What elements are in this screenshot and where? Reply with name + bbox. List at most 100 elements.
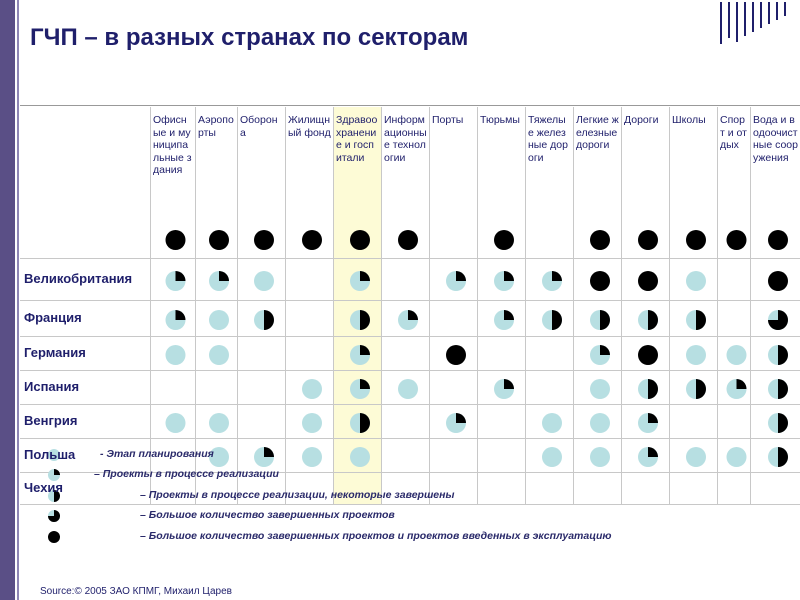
- stage-bubble: [165, 271, 186, 291]
- legend-label: – Большое количество завершенных проекто…: [140, 509, 395, 521]
- stage-bubble: [446, 271, 466, 291]
- stage-bubble: [590, 413, 610, 433]
- stage-bubble: [165, 345, 186, 365]
- stage-bubble: [768, 413, 788, 433]
- overview-bubble: [350, 230, 370, 250]
- overview-bubble: [686, 230, 706, 250]
- stage-bubble: [350, 345, 370, 365]
- stage-bubble: [350, 447, 370, 467]
- left-frame-bar: [0, 0, 15, 600]
- kpmg-logo: [716, 2, 796, 44]
- stage-bubble: [302, 379, 322, 399]
- stage-bubble: [726, 447, 747, 467]
- stage-bubble: [686, 310, 706, 330]
- overview-bubble: [638, 230, 658, 250]
- stage-bubble: [542, 447, 562, 467]
- overview-bubble: [590, 230, 610, 250]
- country-label: Франция: [24, 310, 82, 325]
- stage-bubble: [638, 271, 658, 291]
- stage-bubble: [165, 413, 186, 433]
- page-title: ГЧП – в разных странах по секторам: [30, 24, 469, 51]
- column-header: Здравоохранение и госпитали: [336, 114, 378, 164]
- legend-icon: [48, 490, 60, 502]
- stage-bubble: [302, 413, 322, 433]
- stage-bubble: [542, 310, 562, 330]
- legend-label: - Этап планирования: [100, 448, 214, 460]
- stage-bubble: [209, 447, 229, 467]
- column-header: Спорт и отдых: [720, 114, 747, 151]
- stage-bubble: [302, 447, 322, 467]
- legend-icon: [48, 510, 60, 522]
- stage-bubble: [768, 345, 788, 365]
- stage-bubble: [398, 310, 418, 330]
- stage-bubble: [638, 447, 658, 467]
- stage-bubble: [590, 310, 610, 330]
- legend-label: – Большое количество завершенных проекто…: [140, 530, 612, 542]
- stage-bubble: [350, 271, 370, 291]
- column-header: Тюрьмы: [480, 114, 520, 126]
- country-label: Испания: [24, 379, 80, 394]
- stage-bubble: [638, 413, 658, 433]
- stage-bubble: [590, 379, 610, 399]
- stage-bubble: [494, 379, 514, 399]
- legend-label: – Проекты в процессе реализации: [94, 468, 279, 480]
- legend-icon: [48, 449, 60, 461]
- stage-bubble: [350, 379, 370, 399]
- overview-bubble: [768, 230, 788, 250]
- stage-bubble: [209, 345, 229, 365]
- stage-bubble: [254, 447, 274, 467]
- country-label: Германия: [24, 345, 86, 360]
- title-separator: [20, 105, 800, 106]
- country-label: Польша: [24, 447, 76, 462]
- column-header: Тяжелые железные дороги: [528, 114, 568, 164]
- stage-bubble: [638, 310, 658, 330]
- overview-bubble: [302, 230, 322, 250]
- stage-bubble: [590, 345, 610, 365]
- stage-bubble: [494, 271, 514, 291]
- left-frame-line: [17, 0, 19, 600]
- grid-lines: [20, 107, 800, 505]
- stage-bubble: [254, 310, 274, 330]
- overview-bubble: [165, 230, 186, 250]
- overview-bubble: [494, 230, 514, 250]
- country-label: Чехия: [24, 480, 63, 495]
- stage-bubble: [446, 413, 466, 433]
- stage-bubble: [209, 413, 229, 433]
- column-header: Информационные технологии: [384, 114, 427, 164]
- stage-bubble: [446, 345, 466, 365]
- stage-bubble: [254, 271, 274, 291]
- stage-bubble: [726, 345, 747, 365]
- column-header: Аэропорты: [198, 114, 234, 139]
- column-header: Вода и водоочистные сооружения: [753, 114, 798, 164]
- column-header: Порты: [432, 114, 464, 126]
- source-note: Source:© 2005 ЗАО КПМГ, Михаил Царев: [40, 586, 232, 597]
- overview-bubble: [726, 230, 747, 250]
- stage-bubble: [590, 271, 610, 291]
- stage-bubble: [686, 271, 706, 291]
- stage-bubble: [686, 345, 706, 365]
- column-header: Офисные и муниципальные здания: [153, 114, 192, 176]
- column-header: Дороги: [624, 114, 659, 126]
- stage-bubble: [165, 310, 186, 330]
- stage-bubble: [638, 345, 658, 365]
- stage-bubble: [768, 310, 788, 330]
- stage-bubble: [638, 379, 658, 399]
- stage-bubble: [542, 413, 562, 433]
- stage-bubble: [768, 447, 788, 467]
- legend-label: – Проекты в процессе реализации, некотор…: [140, 489, 455, 501]
- legend-icon: [48, 469, 60, 481]
- stage-bubble: [209, 271, 229, 291]
- stage-bubble: [398, 379, 418, 399]
- stage-bubble: [494, 310, 514, 330]
- stage-bubble: [350, 413, 370, 433]
- legend-icon: [48, 531, 60, 543]
- stage-bubble: [209, 310, 229, 330]
- stage-bubble: [542, 271, 562, 291]
- stage-bubble: [350, 310, 370, 330]
- country-label: Венгрия: [24, 413, 78, 428]
- stage-bubble: [768, 379, 788, 399]
- overview-bubble: [209, 230, 229, 250]
- stage-bubble: [590, 447, 610, 467]
